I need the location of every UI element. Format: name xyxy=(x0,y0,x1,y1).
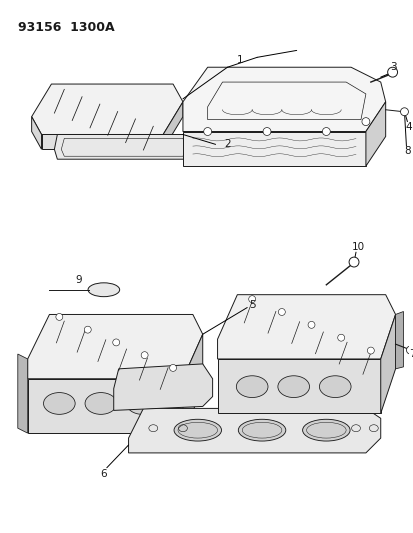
Circle shape xyxy=(112,339,119,346)
Circle shape xyxy=(262,127,271,135)
Text: 7: 7 xyxy=(408,349,413,359)
Ellipse shape xyxy=(238,419,285,441)
Ellipse shape xyxy=(319,376,350,398)
Circle shape xyxy=(387,67,396,77)
Circle shape xyxy=(366,347,373,354)
Circle shape xyxy=(141,352,148,359)
Polygon shape xyxy=(365,102,385,166)
Ellipse shape xyxy=(43,393,75,414)
Ellipse shape xyxy=(126,393,158,414)
Circle shape xyxy=(406,346,413,354)
Circle shape xyxy=(56,313,63,320)
Circle shape xyxy=(169,365,176,372)
Polygon shape xyxy=(128,408,380,453)
Text: 93156  1300A: 93156 1300A xyxy=(18,21,114,34)
Polygon shape xyxy=(54,134,191,159)
Text: 5: 5 xyxy=(248,300,255,310)
Circle shape xyxy=(278,309,285,316)
Polygon shape xyxy=(31,117,41,149)
Polygon shape xyxy=(217,359,380,414)
Polygon shape xyxy=(18,354,28,433)
Circle shape xyxy=(307,321,314,328)
Circle shape xyxy=(248,296,255,303)
Circle shape xyxy=(322,127,330,135)
Circle shape xyxy=(348,257,358,267)
Text: 1: 1 xyxy=(236,55,243,66)
Polygon shape xyxy=(380,314,394,414)
Polygon shape xyxy=(394,311,403,369)
Text: 10: 10 xyxy=(351,242,364,252)
Circle shape xyxy=(84,326,91,333)
Polygon shape xyxy=(28,379,183,433)
Text: 9: 9 xyxy=(76,275,82,285)
Polygon shape xyxy=(163,102,183,149)
Polygon shape xyxy=(114,364,212,410)
Polygon shape xyxy=(31,84,183,134)
Ellipse shape xyxy=(236,376,267,398)
Text: 4: 4 xyxy=(404,122,411,132)
Circle shape xyxy=(361,118,369,126)
Text: 3: 3 xyxy=(389,62,396,72)
Text: 2: 2 xyxy=(223,139,230,149)
Text: 8: 8 xyxy=(403,146,410,156)
Circle shape xyxy=(399,108,408,116)
Circle shape xyxy=(203,127,211,135)
Ellipse shape xyxy=(88,283,119,297)
Ellipse shape xyxy=(173,419,221,441)
Polygon shape xyxy=(183,132,365,166)
Polygon shape xyxy=(28,314,202,379)
Text: 6: 6 xyxy=(100,469,107,479)
Polygon shape xyxy=(41,134,163,149)
Polygon shape xyxy=(217,295,394,359)
Ellipse shape xyxy=(277,376,309,398)
Ellipse shape xyxy=(302,419,349,441)
Ellipse shape xyxy=(85,393,116,414)
Circle shape xyxy=(337,334,344,341)
Polygon shape xyxy=(183,334,202,433)
Polygon shape xyxy=(183,67,385,132)
